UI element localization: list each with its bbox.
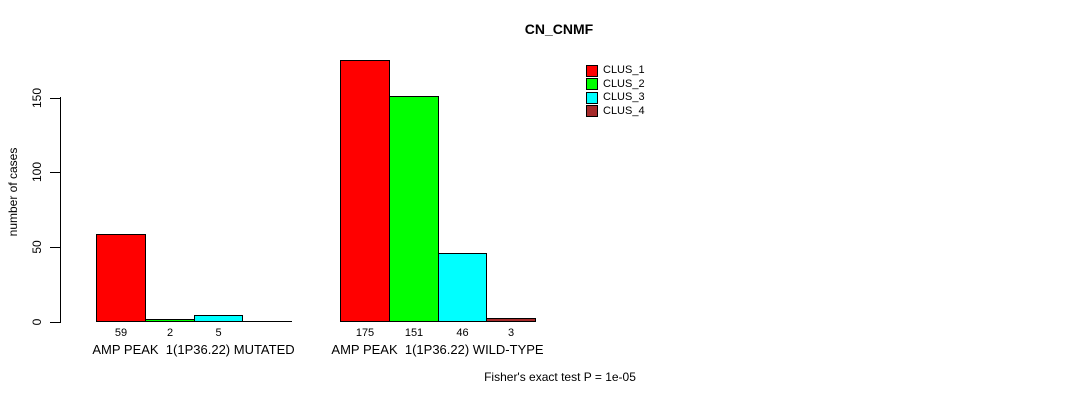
y-tick-label: 0 — [30, 318, 44, 326]
y-tick-label: 150 — [30, 87, 44, 109]
group-label: AMP PEAK 1(1P36.22) MUTATED — [92, 342, 295, 357]
legend-swatch-icon — [586, 64, 598, 77]
bar-clus_2 — [389, 96, 439, 322]
bar-value-label: 151 — [404, 327, 424, 339]
bar-value-label: 46 — [456, 327, 469, 339]
bar-value-label: 2 — [166, 327, 174, 339]
y-tick-label: 100 — [30, 161, 44, 183]
legend-row: CLUS_3 — [586, 91, 645, 105]
legend-swatch-icon — [586, 91, 598, 104]
y-axis-line — [60, 97, 61, 323]
group-label: AMP PEAK 1(1P36.22) WILD-TYPE — [331, 342, 544, 357]
legend-swatch-icon — [586, 78, 598, 91]
bar-clus_3 — [194, 315, 243, 322]
bar-value-label: 5 — [215, 327, 222, 339]
y-axis-label: number of cases — [6, 147, 20, 237]
legend-label: CLUS_4 — [603, 104, 645, 117]
fisher-test-annotation: Fisher's exact test P = 1e-05 — [484, 370, 636, 384]
bar-clus_1 — [340, 60, 390, 322]
legend-label: CLUS_3 — [603, 91, 645, 104]
bar-value-label: 59 — [114, 327, 128, 339]
bar-zero-clus_4 — [242, 321, 292, 322]
legend: CLUS_1 CLUS_2 CLUS_3 CLUS_4 — [586, 64, 645, 118]
bar-clus_2 — [145, 319, 195, 322]
y-tick-mark — [50, 322, 60, 323]
legend-row: CLUS_4 — [586, 105, 645, 119]
bar-value-label: 175 — [355, 327, 375, 339]
y-tick-mark — [50, 247, 60, 248]
legend-swatch-icon — [586, 105, 598, 118]
bar-clus_3 — [438, 253, 487, 322]
legend-label: CLUS_2 — [603, 77, 645, 90]
bar-clus_1 — [96, 234, 146, 322]
chart-title: CN_CNMF — [524, 21, 594, 37]
bar-clus_4 — [486, 318, 536, 322]
legend-label: CLUS_1 — [603, 64, 645, 77]
legend-row: CLUS_2 — [586, 78, 645, 92]
bar-value-label: 3 — [507, 327, 515, 339]
legend-row: CLUS_1 — [586, 64, 645, 78]
y-tick-label: 50 — [30, 240, 44, 254]
y-tick-mark — [50, 98, 60, 99]
y-tick-mark — [50, 172, 60, 173]
